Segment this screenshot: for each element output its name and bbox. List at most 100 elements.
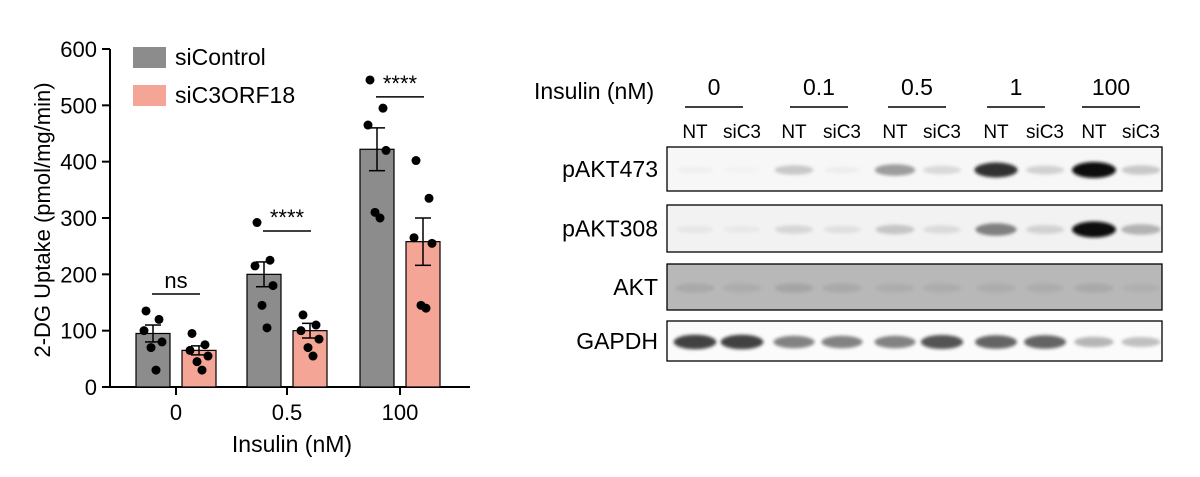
- bar: [359, 148, 395, 388]
- bar-chart: 0 100 200 300 400 500 600 0 0.5 100 ns **** **** siCo…: [30, 37, 470, 457]
- y-tick-label: 500: [60, 93, 97, 118]
- data-point: [268, 281, 278, 291]
- blot-band: [1074, 283, 1114, 293]
- blot-band: [923, 165, 961, 175]
- y-tick-label: 200: [60, 262, 97, 287]
- blot-band: [976, 283, 1016, 293]
- data-point: [151, 365, 161, 375]
- blot-band: [676, 225, 714, 234]
- blot-band: [1025, 165, 1065, 175]
- blot-band: [675, 283, 715, 293]
- blot-band: [823, 225, 861, 234]
- blot-band: [1121, 165, 1161, 175]
- data-point: [265, 255, 275, 265]
- blot-band: [875, 224, 915, 235]
- blot-band: [1025, 283, 1065, 293]
- legend-label: siControl: [175, 44, 266, 70]
- significance-label: ****: [270, 205, 305, 230]
- data-point: [250, 261, 260, 271]
- data-point: [257, 300, 267, 310]
- y-tick-label: 0: [85, 375, 97, 400]
- data-point: [139, 326, 149, 336]
- data-point: [298, 310, 308, 320]
- blot-band: [874, 335, 916, 349]
- blot-band: [720, 334, 764, 350]
- concentration-label: 0.1: [803, 74, 835, 100]
- blot-band: [822, 283, 862, 293]
- data-point: [200, 340, 210, 350]
- blot-band: [1025, 225, 1065, 234]
- blot-band: [975, 335, 1017, 349]
- data-point: [424, 193, 434, 203]
- blot-band: [774, 283, 814, 293]
- y-tick-label: 100: [60, 319, 97, 344]
- lane-label: NT: [882, 122, 908, 143]
- legend-label: siC3ORF18: [175, 82, 295, 108]
- blot-label: pAKT473: [562, 156, 658, 182]
- blot-band: [920, 335, 964, 349]
- y-axis-label: 2-DG Uptake (pmol/mg/min): [30, 82, 55, 357]
- y-tick-label: 400: [60, 150, 97, 175]
- data-point: [252, 218, 262, 228]
- data-point: [421, 303, 431, 313]
- lane-label: siC3: [1122, 122, 1160, 143]
- blot-label: GAPDH: [576, 328, 658, 354]
- data-point: [203, 351, 213, 361]
- blot-band: [723, 166, 761, 174]
- lane-label: NT: [1081, 122, 1107, 143]
- blot-band: [773, 335, 815, 349]
- blot-band: [975, 223, 1017, 236]
- blot-label: AKT: [613, 274, 658, 300]
- data-point: [185, 345, 195, 355]
- data-point: [311, 320, 321, 330]
- blot-band: [1072, 162, 1116, 178]
- blot-band: [1074, 336, 1114, 348]
- lane-label: siC3: [723, 122, 761, 143]
- blot-band: [1121, 224, 1161, 235]
- lane-label: NT: [781, 122, 807, 143]
- blot-band: [922, 283, 962, 293]
- y-tick-label: 300: [60, 206, 97, 231]
- blot-label: pAKT308: [562, 216, 658, 242]
- data-point: [303, 343, 313, 353]
- data-point: [154, 314, 164, 324]
- blot-band: [821, 335, 863, 349]
- data-point: [381, 145, 391, 155]
- lane-label: NT: [983, 122, 1009, 143]
- lane-label: siC3: [1026, 122, 1064, 143]
- blot-band: [974, 162, 1018, 178]
- blot-band: [823, 166, 861, 174]
- data-point: [375, 213, 385, 223]
- lane-label: NT: [682, 122, 708, 143]
- blot-band: [774, 165, 814, 175]
- x-tick-label: 100: [382, 400, 419, 425]
- lane-label: siC3: [823, 122, 861, 143]
- lane-label: siC3: [923, 122, 961, 143]
- data-point: [365, 75, 375, 85]
- data-point: [314, 334, 324, 344]
- blot-band: [874, 164, 916, 176]
- blot-band: [676, 166, 714, 174]
- data-point: [146, 343, 156, 353]
- x-tick-label: 0: [170, 400, 182, 425]
- concentration-label: 0.5: [901, 74, 933, 100]
- data-point: [378, 103, 388, 113]
- y-tick-label: 600: [60, 37, 97, 62]
- data-point: [296, 326, 306, 336]
- data-point: [197, 365, 207, 375]
- data-point: [427, 238, 437, 248]
- data-point: [262, 323, 272, 333]
- data-point: [192, 357, 202, 367]
- significance-label: ****: [383, 71, 418, 96]
- blot-band: [1072, 221, 1116, 238]
- blot-band: [1121, 337, 1161, 347]
- data-point: [157, 337, 167, 347]
- data-point: [409, 233, 419, 243]
- data-point: [141, 306, 151, 316]
- data-point: [308, 351, 318, 361]
- significance-label: ns: [164, 268, 187, 293]
- blot-band: [673, 334, 717, 350]
- blot-band: [1121, 283, 1161, 293]
- blot-band: [1024, 335, 1066, 349]
